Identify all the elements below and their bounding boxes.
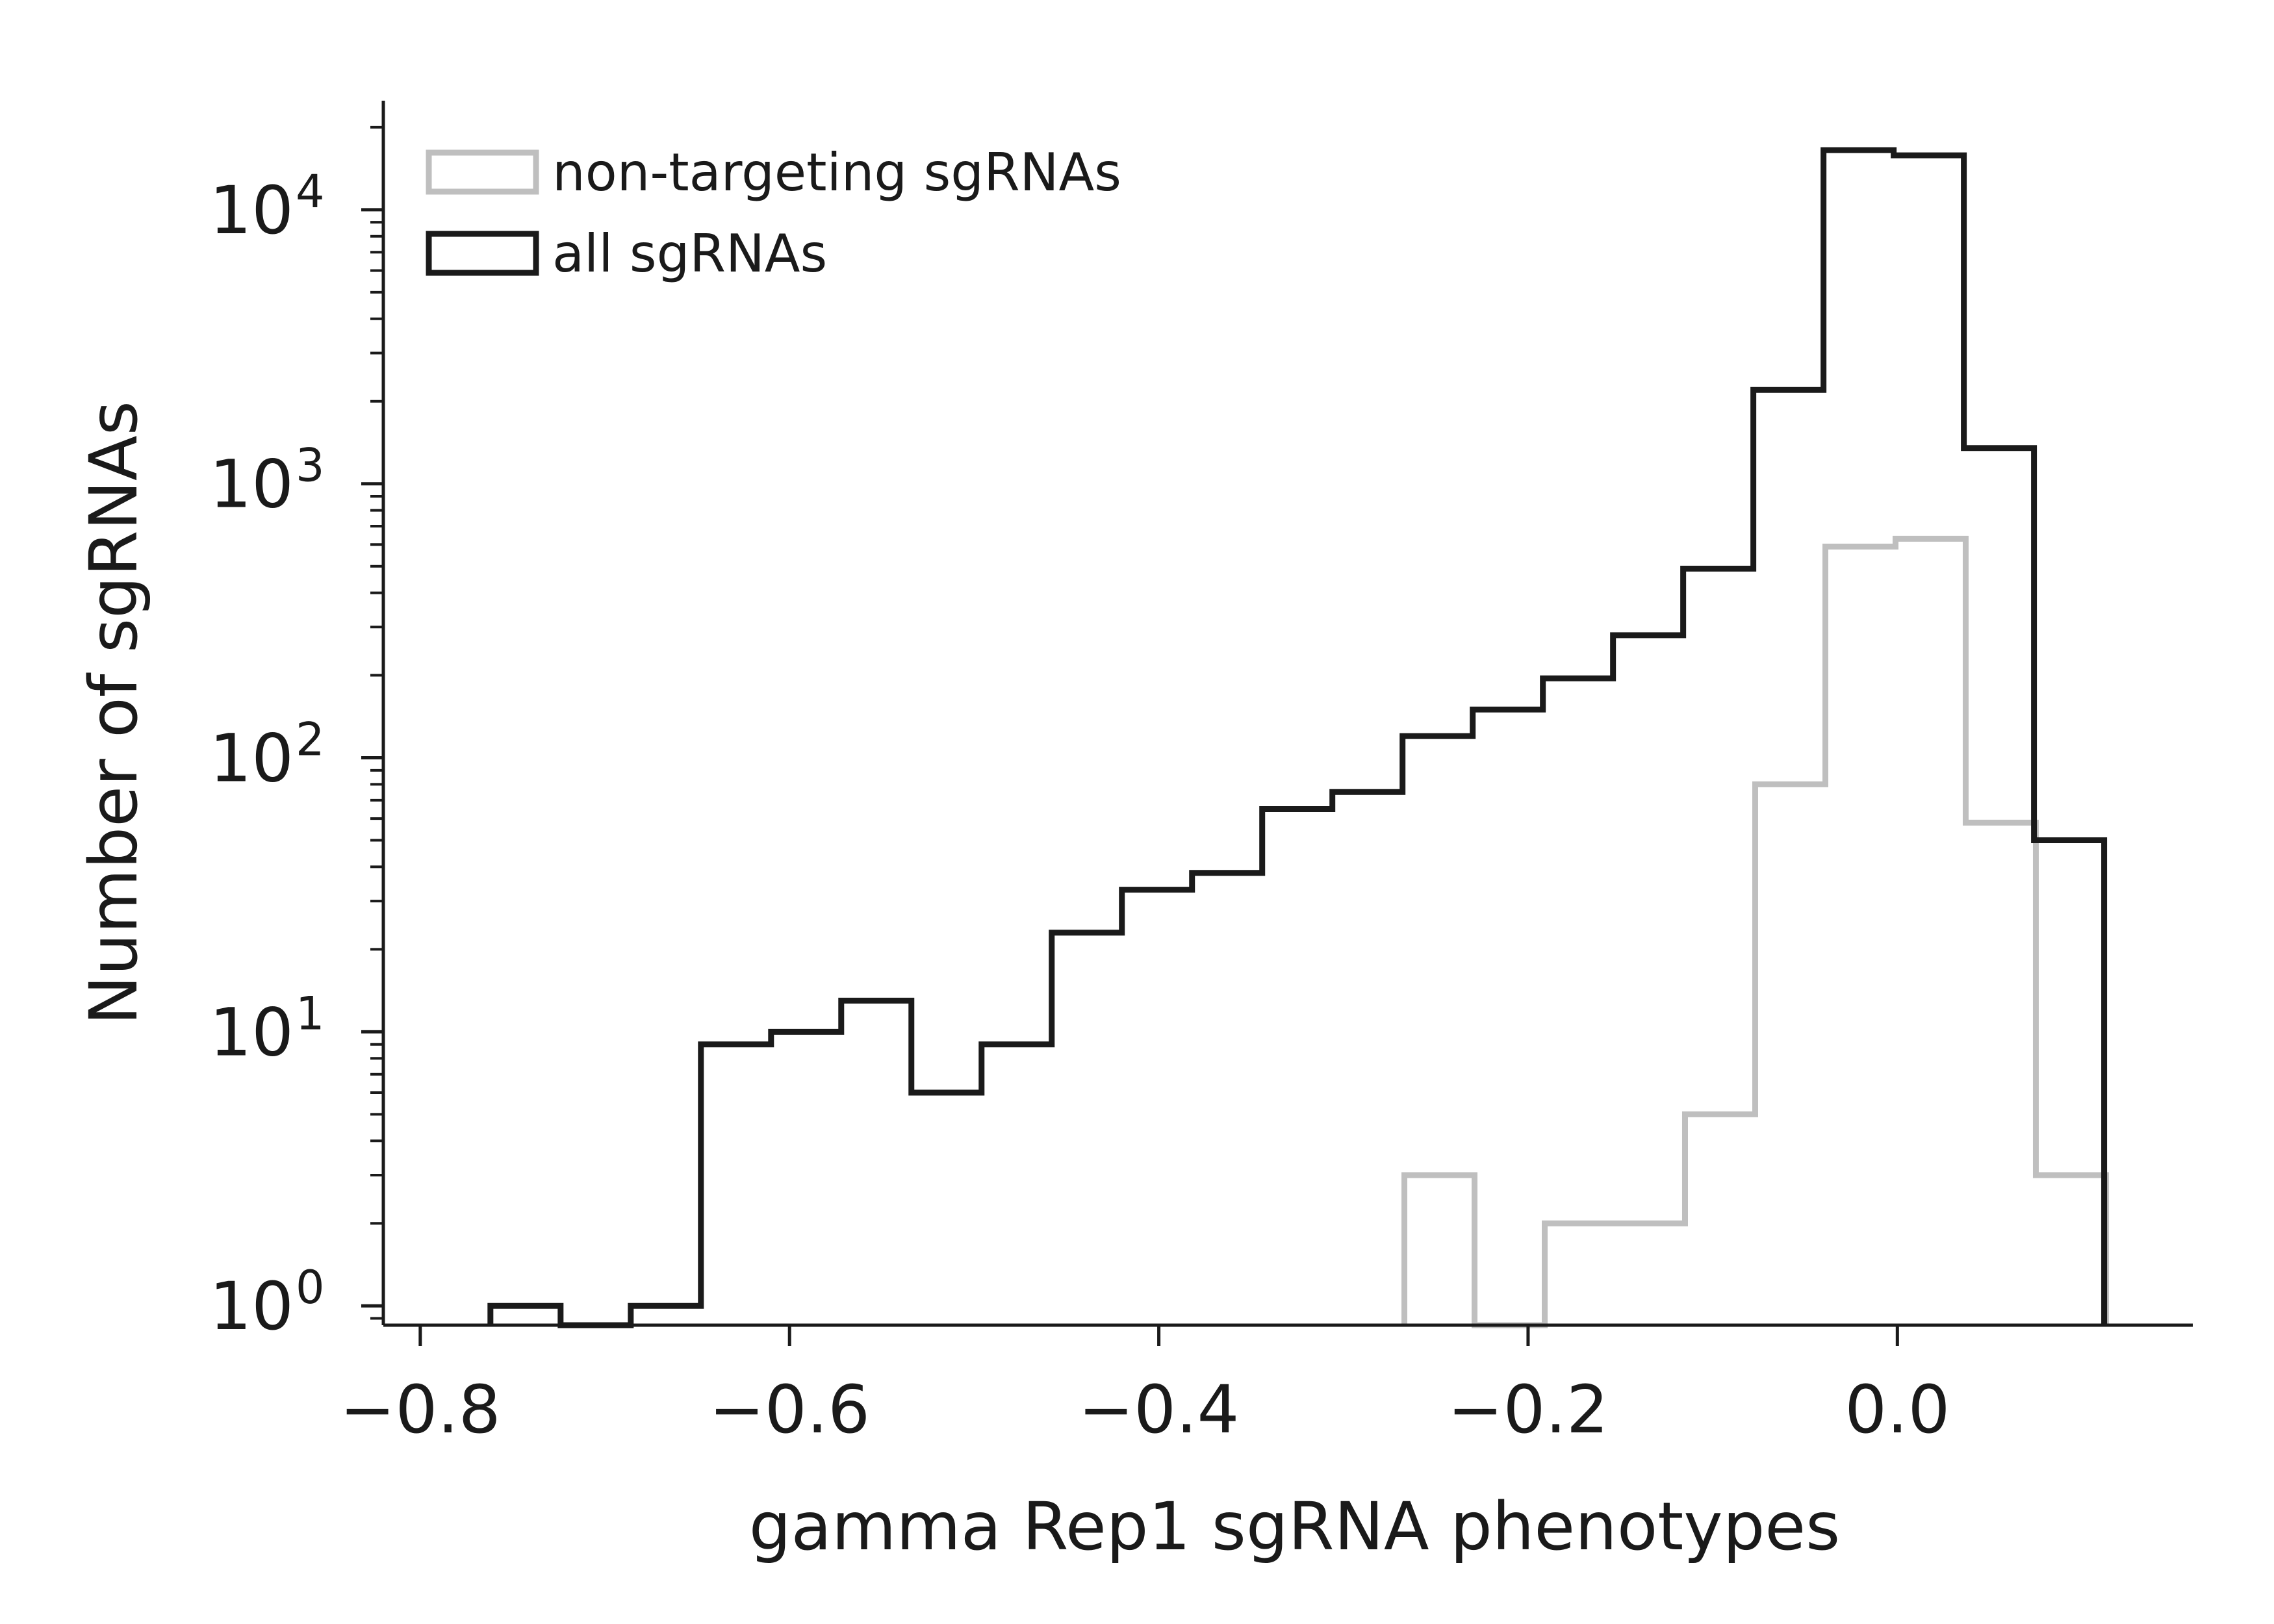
histogram-bin	[1333, 792, 1403, 1325]
series-group	[1401, 535, 2109, 1328]
y-tick-exponent: 1	[296, 987, 325, 1040]
x-tick-label: −0.4	[1079, 1371, 1240, 1449]
y-tick-label: 10	[209, 172, 294, 249]
series-layer	[487, 147, 2109, 1328]
y-tick-label: 10	[209, 446, 294, 524]
y-tick-exponent: 0	[296, 1261, 325, 1314]
histogram-bin	[2036, 1175, 2106, 1325]
histogram-bin	[1405, 1175, 1475, 1325]
y-minor-ticks	[370, 125, 383, 1320]
histogram-bin	[1755, 784, 1825, 1325]
x-axis-label: gamma Rep1 sgRNA phenotypes	[749, 1488, 1840, 1566]
histogram-bin	[912, 1093, 982, 1325]
series-group	[487, 147, 2108, 1328]
histogram-bin	[1122, 890, 1192, 1325]
histogram-bin	[1403, 736, 1473, 1325]
histogram-bin	[1262, 809, 1333, 1325]
histogram-bin	[982, 1045, 1052, 1325]
legend-item: all sgRNAs	[426, 223, 827, 284]
legend-label: all sgRNAs	[552, 223, 827, 284]
y-tick-exponent: 2	[296, 713, 325, 767]
legend-label: non-targeting sgRNAs	[552, 142, 1121, 203]
y-tick-label: 10	[209, 720, 294, 798]
histogram-bin	[1895, 539, 1965, 1325]
x-tick-label: 0.0	[1845, 1371, 1950, 1449]
x-ticks: −0.8 −0.6 −0.4 −0.2 0.0	[340, 1325, 1950, 1449]
histogram-bin	[1685, 1114, 1755, 1325]
histogram-bin	[1683, 568, 1754, 1325]
histogram-bin	[701, 1045, 771, 1325]
legend-swatch	[426, 231, 539, 276]
x-tick-label: −0.8	[340, 1371, 501, 1449]
histogram-bin	[1825, 546, 1895, 1325]
y-tick-exponent: 4	[296, 165, 325, 218]
histogram-bin	[1545, 1223, 1615, 1325]
series-line	[1401, 535, 2109, 1328]
histogram-bin	[1754, 390, 1824, 1325]
histogram-bin	[1615, 1223, 1685, 1325]
histogram-bin	[2034, 841, 2104, 1325]
histogram-bin	[1543, 678, 1613, 1325]
x-tick-label: −0.2	[1448, 1371, 1609, 1449]
y-axis-label: Number of sgRNAs	[75, 401, 153, 1025]
series-line	[487, 147, 2108, 1328]
y-tick-exponent: 3	[296, 439, 325, 492]
histogram-bin	[841, 1000, 912, 1325]
legend: non-targeting sgRNAs all sgRNAs	[426, 142, 1121, 284]
histogram-bin	[1473, 709, 1543, 1325]
y-tick-label: 10	[209, 1268, 294, 1345]
histogram-bin	[1964, 448, 2034, 1325]
histogram-bin	[771, 1032, 841, 1325]
histogram-bin	[1192, 873, 1262, 1325]
y-tick-label: 10	[209, 994, 294, 1071]
histogram-bin	[1894, 155, 1964, 1325]
legend-swatch	[426, 149, 539, 195]
legend-item: non-targeting sgRNAs	[426, 142, 1121, 203]
x-tick-label: −0.6	[709, 1371, 870, 1449]
histogram-bin	[1824, 150, 1894, 1325]
histogram-bin	[1052, 933, 1122, 1325]
histogram-bin	[1965, 822, 2036, 1325]
